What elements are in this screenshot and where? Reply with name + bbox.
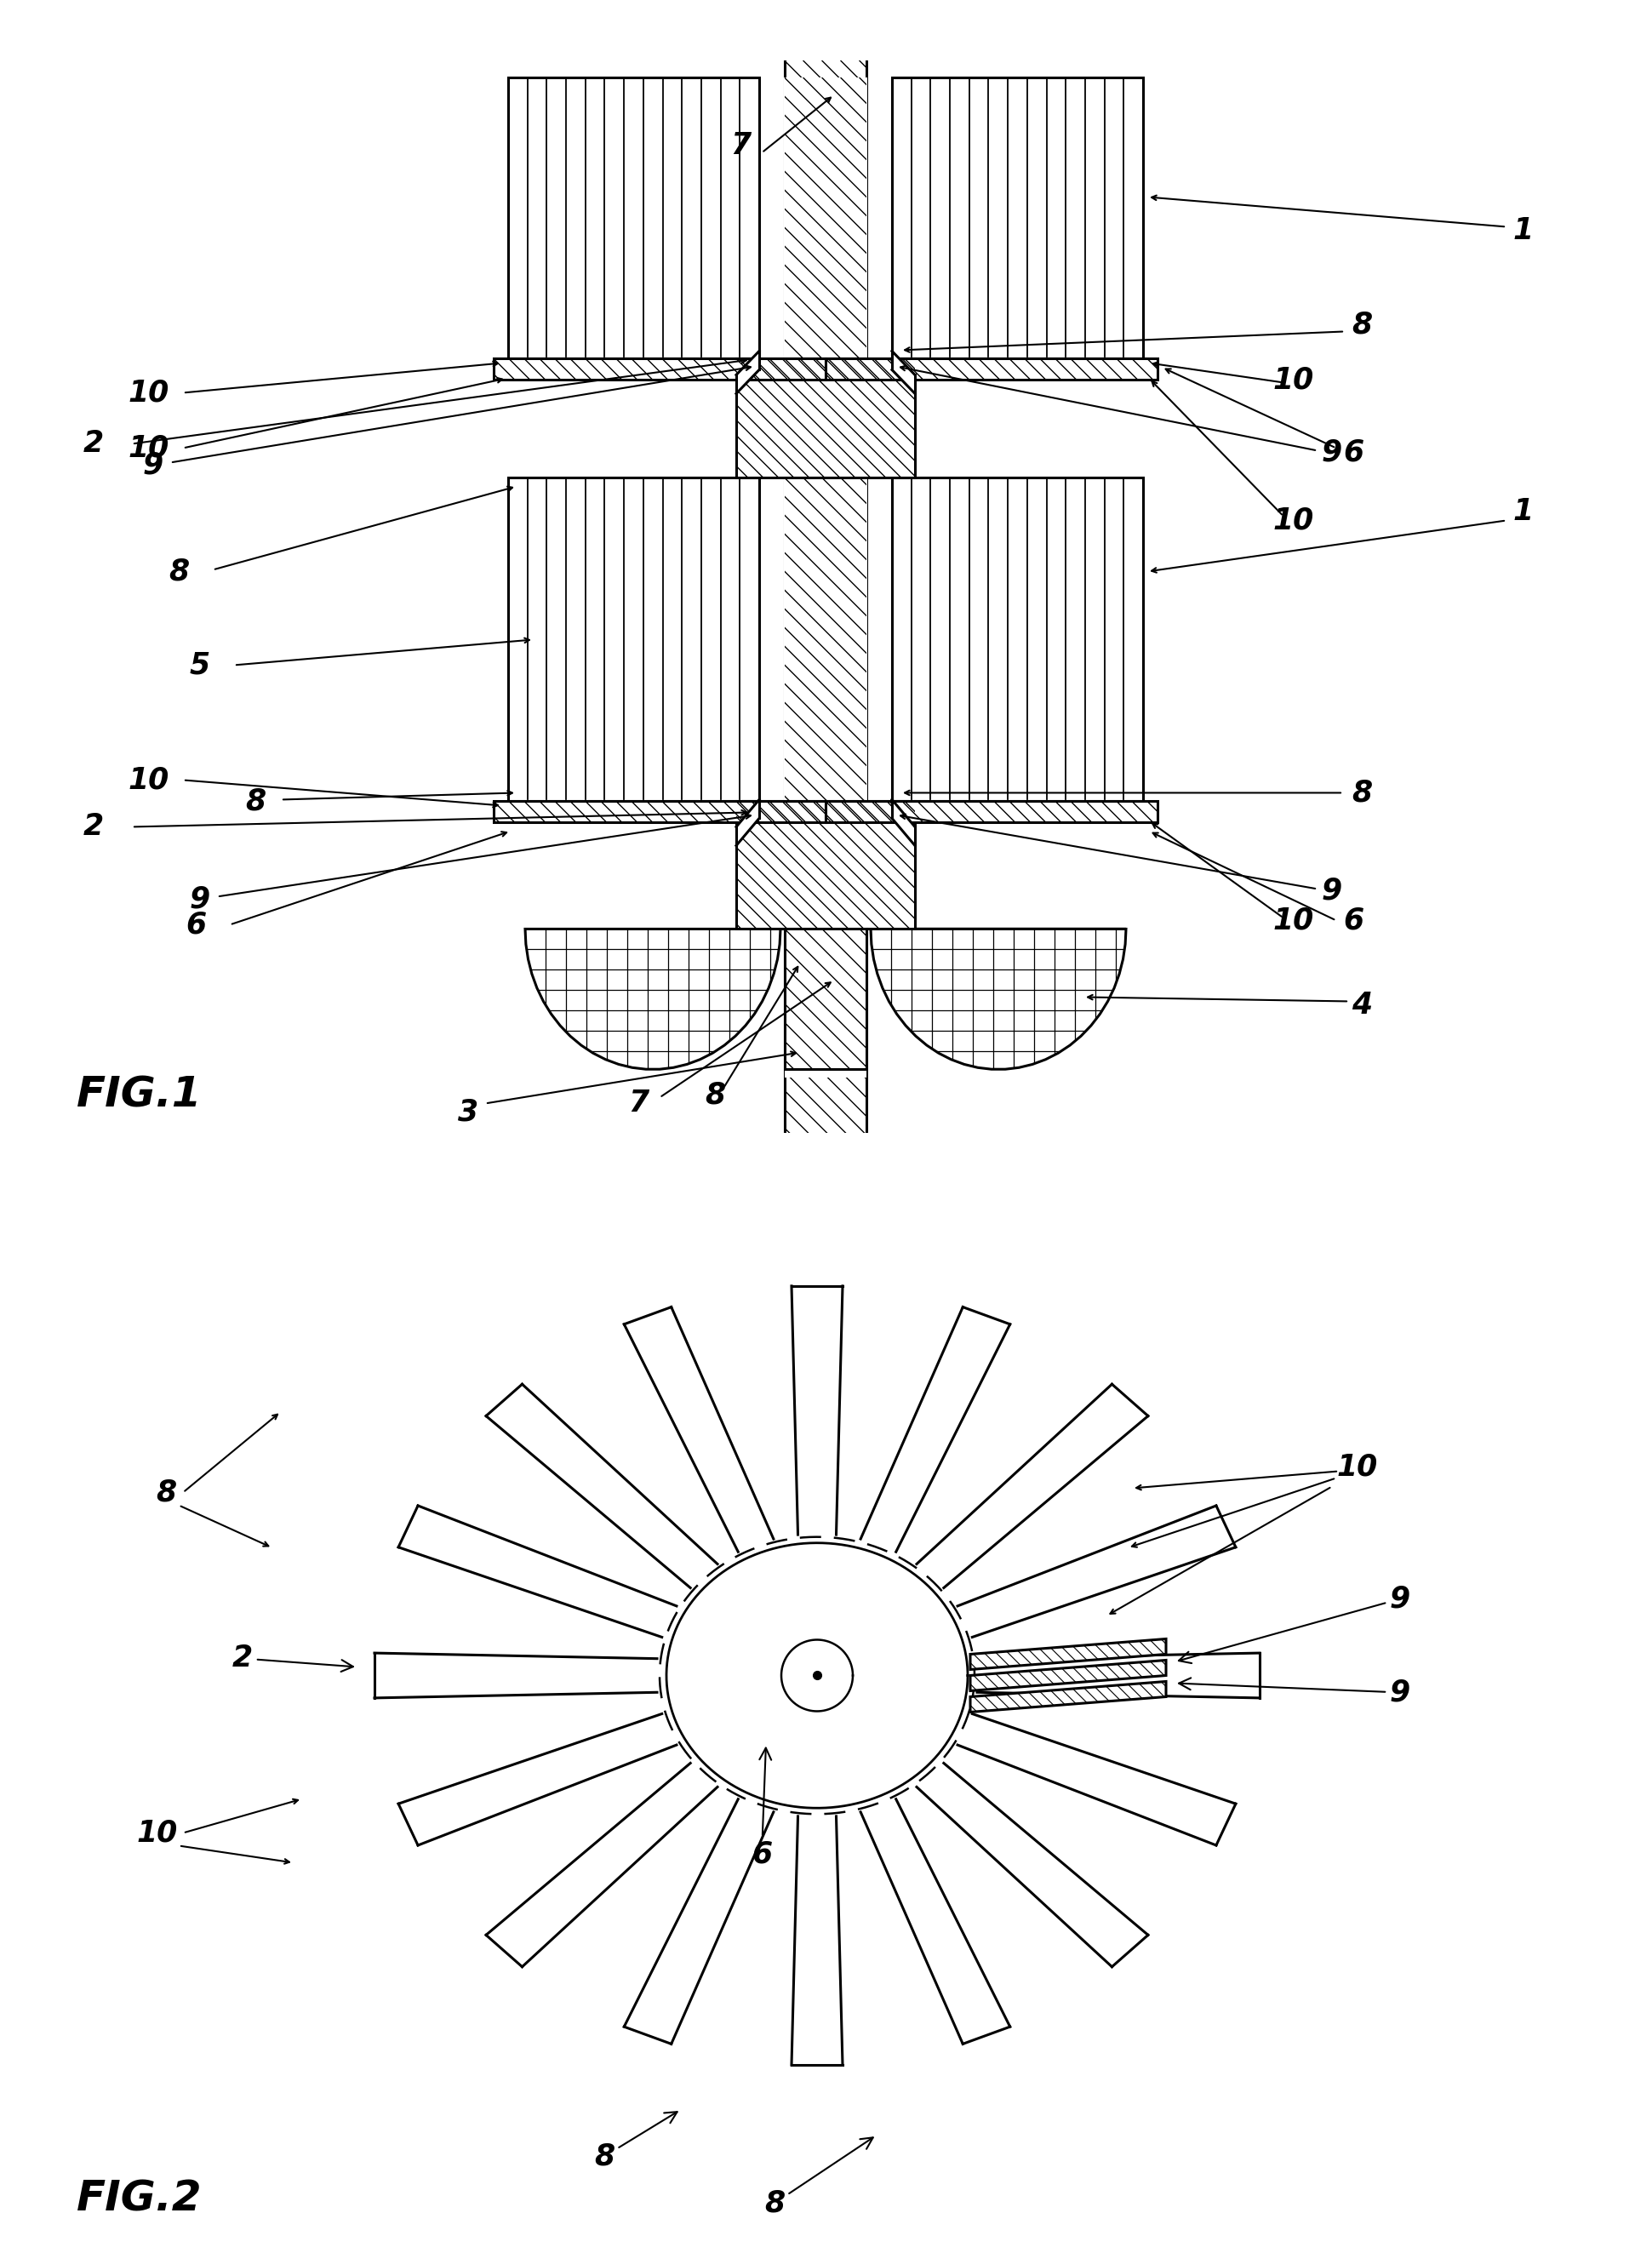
Polygon shape [666, 1543, 968, 1809]
Polygon shape [958, 1715, 1236, 1845]
Polygon shape [486, 1764, 717, 1967]
Polygon shape [525, 928, 780, 1070]
Polygon shape [375, 1654, 657, 1699]
Polygon shape [737, 802, 915, 928]
Text: 10: 10 [1274, 906, 1315, 935]
Text: 4: 4 [1351, 991, 1373, 1021]
Text: 6: 6 [752, 1748, 771, 1868]
Text: 6: 6 [185, 910, 206, 940]
Text: 5: 5 [190, 651, 210, 680]
Text: 3: 3 [458, 1097, 479, 1126]
Text: 9: 9 [144, 451, 164, 480]
Polygon shape [917, 1764, 1148, 1967]
Polygon shape [783, 478, 867, 802]
Text: 10: 10 [129, 379, 170, 408]
Text: 9: 9 [1180, 1678, 1411, 1708]
Polygon shape [494, 802, 826, 822]
Polygon shape [737, 800, 760, 845]
Bar [509, 478, 760, 802]
Polygon shape [785, 928, 866, 1077]
Polygon shape [494, 358, 826, 381]
Polygon shape [958, 1505, 1236, 1638]
Text: 7: 7 [628, 1088, 649, 1117]
Text: 10: 10 [129, 766, 170, 795]
Polygon shape [737, 351, 760, 394]
Text: 2: 2 [83, 813, 104, 840]
Polygon shape [783, 79, 867, 358]
Polygon shape [785, 478, 866, 802]
Polygon shape [970, 1660, 1166, 1690]
Text: 8: 8 [705, 1081, 725, 1108]
Text: 8: 8 [1351, 311, 1373, 340]
Text: 9: 9 [190, 885, 210, 915]
Polygon shape [861, 1307, 1009, 1552]
Text: 8: 8 [765, 2138, 872, 2217]
Text: 9: 9 [1322, 876, 1341, 906]
Bar [892, 79, 1143, 358]
Polygon shape [826, 358, 1158, 381]
Polygon shape [871, 928, 1127, 1070]
Text: 6: 6 [1343, 437, 1363, 466]
Polygon shape [970, 1638, 1166, 1669]
Polygon shape [970, 1681, 1166, 1712]
Text: 1: 1 [1513, 216, 1533, 246]
Polygon shape [976, 1654, 1259, 1699]
Polygon shape [624, 1307, 773, 1552]
Polygon shape [737, 358, 915, 478]
Text: 6: 6 [1343, 906, 1363, 935]
Polygon shape [861, 1800, 1009, 2043]
Polygon shape [785, 928, 866, 1070]
Text: 2: 2 [233, 1645, 354, 1674]
Text: 7: 7 [730, 131, 750, 160]
Text: FIG.2: FIG.2 [76, 2179, 202, 2219]
Polygon shape [486, 1383, 717, 1588]
Text: 10: 10 [137, 1818, 178, 1847]
Text: 8: 8 [155, 1478, 177, 1507]
Text: 9: 9 [1322, 437, 1341, 466]
Polygon shape [791, 1816, 843, 2066]
Text: 8: 8 [595, 2111, 677, 2172]
Polygon shape [398, 1505, 677, 1638]
Text: 8: 8 [244, 786, 266, 816]
Text: 2: 2 [83, 430, 104, 457]
Polygon shape [826, 802, 1158, 822]
Polygon shape [892, 351, 915, 394]
Polygon shape [892, 800, 915, 845]
Bar [509, 79, 760, 358]
Polygon shape [791, 1286, 843, 1534]
Text: 10: 10 [1336, 1453, 1378, 1482]
Polygon shape [917, 1383, 1148, 1588]
Polygon shape [398, 1715, 677, 1845]
Text: 1: 1 [1513, 498, 1533, 527]
Text: 10: 10 [1274, 507, 1315, 534]
Polygon shape [785, 79, 866, 358]
Text: 9: 9 [1180, 1584, 1411, 1663]
Text: 8: 8 [169, 556, 188, 586]
Bar [892, 478, 1143, 802]
Polygon shape [785, 61, 866, 1133]
Text: 10: 10 [1274, 365, 1315, 394]
Text: 10: 10 [129, 433, 170, 462]
Text: FIG.1: FIG.1 [76, 1075, 202, 1115]
Text: 8: 8 [1351, 777, 1373, 807]
Polygon shape [624, 1800, 773, 2043]
